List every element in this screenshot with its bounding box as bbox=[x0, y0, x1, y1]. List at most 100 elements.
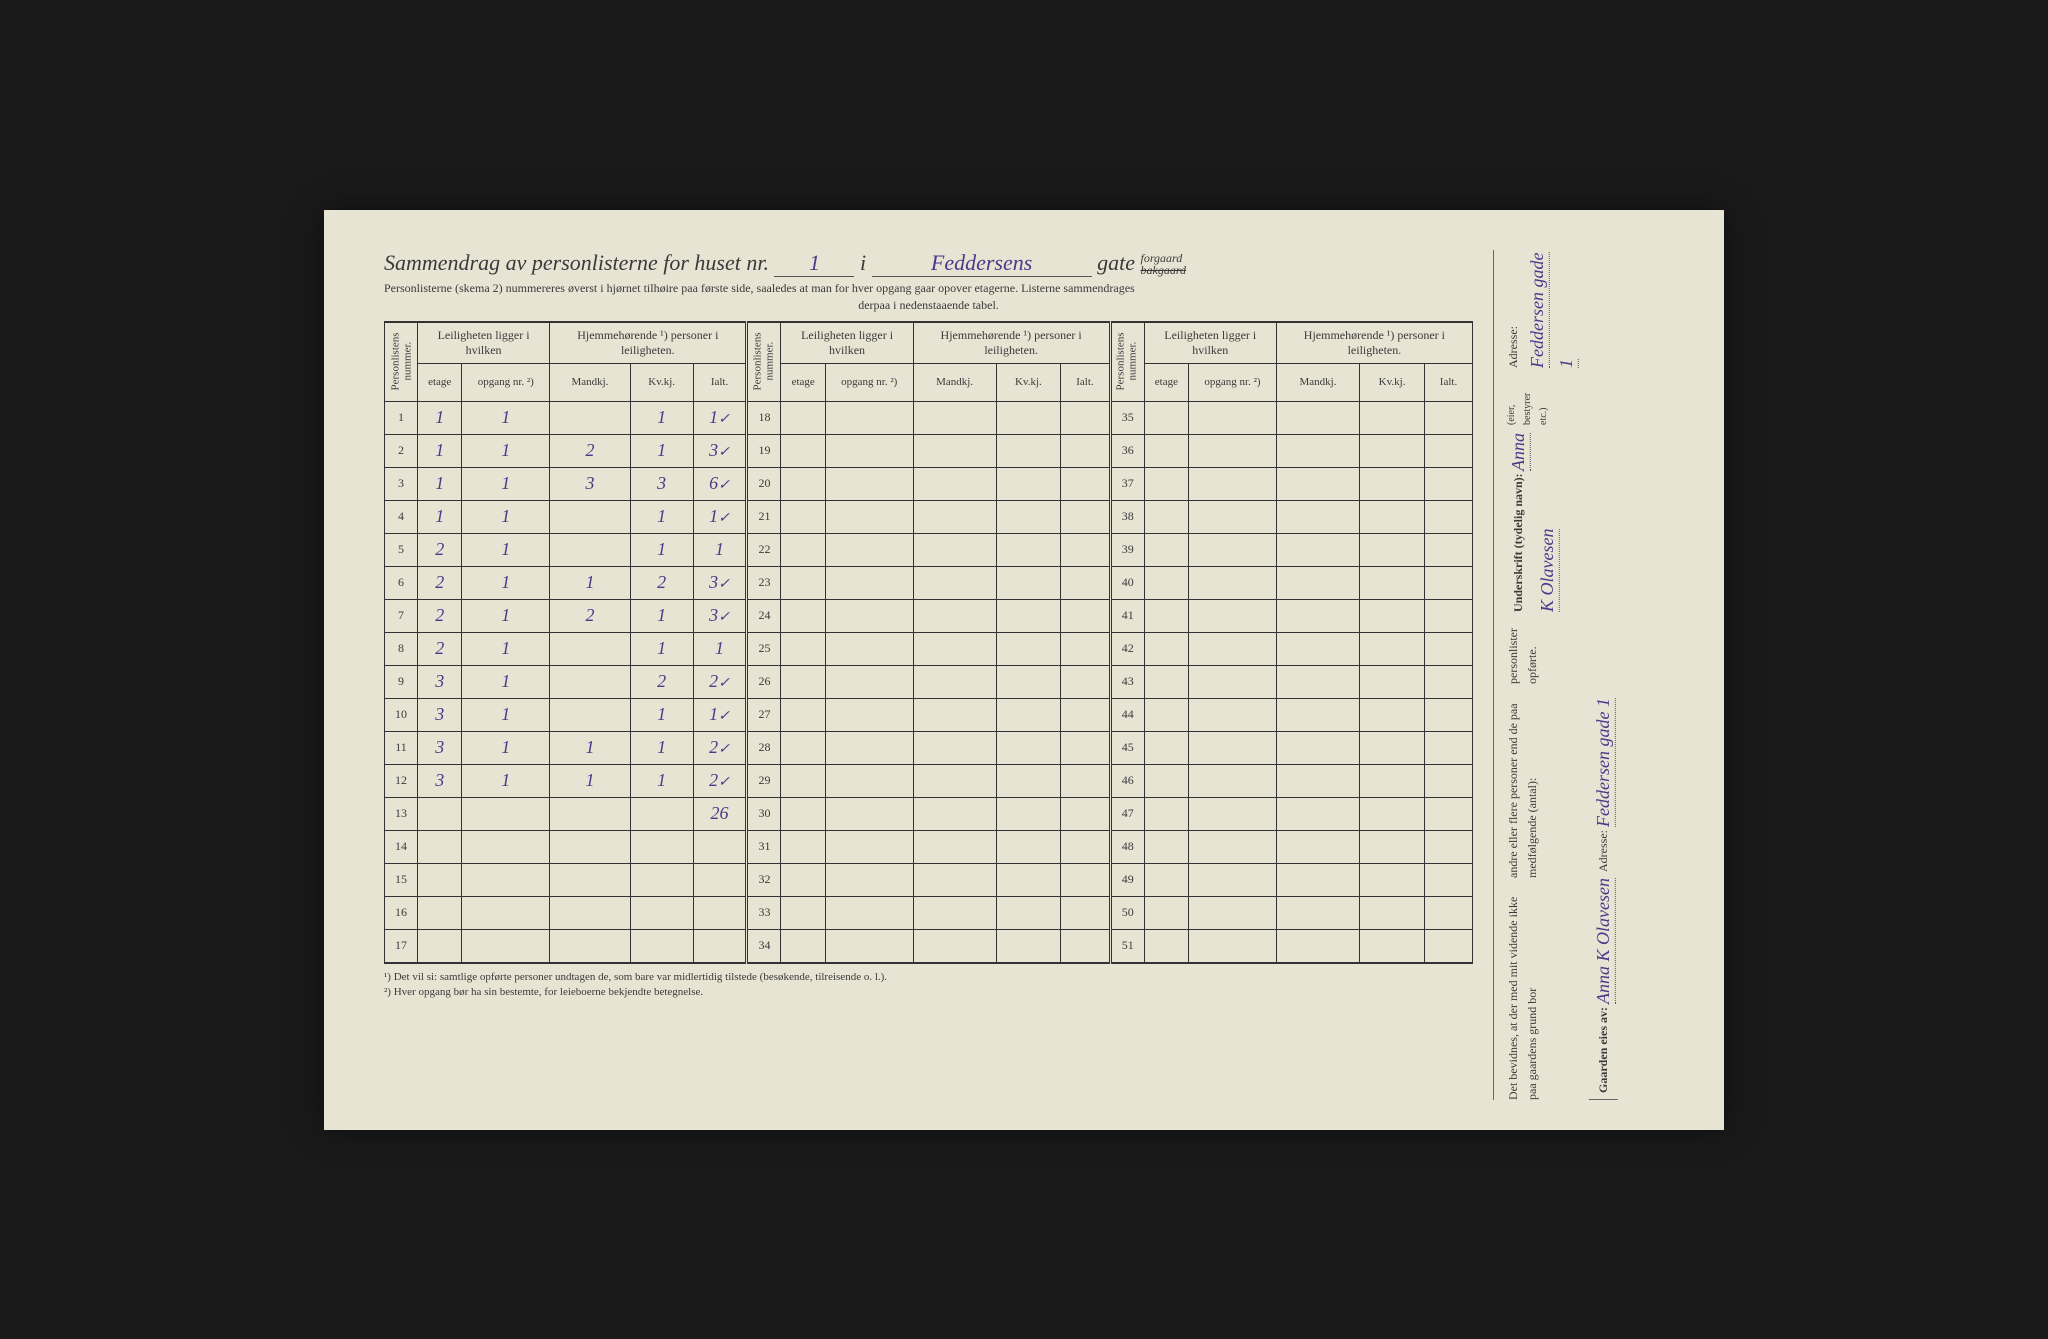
cell-etage bbox=[418, 929, 462, 963]
col-ialt-1: Ialt. bbox=[693, 364, 747, 401]
document-page: Sammendrag av personlisterne for huset n… bbox=[324, 210, 1724, 1130]
cell-mandkj bbox=[550, 500, 631, 533]
cell-empty bbox=[1144, 632, 1188, 665]
cell-opgang: 1 bbox=[462, 632, 550, 665]
row-num: 34 bbox=[747, 929, 781, 963]
cell-empty bbox=[825, 401, 913, 434]
cell-empty bbox=[996, 830, 1061, 863]
cell-empty bbox=[913, 665, 996, 698]
cell-ialt: 3✓ bbox=[693, 434, 747, 467]
cell-empty bbox=[1144, 731, 1188, 764]
cell-empty bbox=[1189, 698, 1277, 731]
cell-kvkj: 1 bbox=[630, 599, 693, 632]
cell-empty bbox=[1360, 632, 1425, 665]
cell-kvkj: 1 bbox=[630, 533, 693, 566]
row-num: 12 bbox=[385, 764, 418, 797]
cell-empty bbox=[1061, 929, 1111, 963]
cell-empty bbox=[781, 929, 825, 963]
col-leiligheten-1: Leiligheten ligger i hvilken bbox=[418, 322, 550, 364]
cell-empty bbox=[1189, 863, 1277, 896]
gate-label: gate bbox=[1097, 250, 1135, 275]
cell-empty bbox=[825, 764, 913, 797]
cell-empty bbox=[996, 863, 1061, 896]
cell-empty bbox=[1360, 731, 1425, 764]
cell-empty bbox=[1061, 500, 1111, 533]
cell-empty bbox=[1144, 401, 1188, 434]
footnote-2: ²) Hver opgang bør ha sin bestemte, for … bbox=[384, 985, 1473, 1000]
cell-empty bbox=[781, 896, 825, 929]
col-kvkj-3: Kv.kj. bbox=[1360, 364, 1425, 401]
cell-mandkj bbox=[550, 896, 631, 929]
cell-empty bbox=[1424, 599, 1472, 632]
title: Sammendrag av personlisterne for huset n… bbox=[384, 250, 1473, 277]
cell-mandkj bbox=[550, 665, 631, 698]
cell-empty bbox=[913, 764, 996, 797]
adresse2-label: Adresse: bbox=[1596, 830, 1610, 872]
cell-etage: 2 bbox=[418, 632, 462, 665]
cell-kvkj: 2 bbox=[630, 665, 693, 698]
row-num: 19 bbox=[747, 434, 781, 467]
cell-etage: 1 bbox=[418, 434, 462, 467]
cell-empty bbox=[1061, 665, 1111, 698]
cell-empty bbox=[1144, 896, 1188, 929]
cell-empty bbox=[825, 797, 913, 830]
cell-empty bbox=[913, 533, 996, 566]
row-num: 36 bbox=[1110, 434, 1144, 467]
row-num: 47 bbox=[1110, 797, 1144, 830]
cell-empty bbox=[1189, 929, 1277, 963]
cell-empty bbox=[1061, 401, 1111, 434]
table-row: 1231112✓2946 bbox=[385, 764, 1473, 797]
cell-empty bbox=[1360, 863, 1425, 896]
cell-empty bbox=[1144, 698, 1188, 731]
row-num: 22 bbox=[747, 533, 781, 566]
cell-kvkj bbox=[630, 896, 693, 929]
row-num: 2 bbox=[385, 434, 418, 467]
row-num: 21 bbox=[747, 500, 781, 533]
cell-empty bbox=[1360, 566, 1425, 599]
cell-empty bbox=[996, 566, 1061, 599]
col-mandkj-3: Mandkj. bbox=[1276, 364, 1359, 401]
cell-mandkj bbox=[550, 863, 631, 896]
cell-empty bbox=[1189, 764, 1277, 797]
cell-mandkj: 1 bbox=[550, 731, 631, 764]
cell-empty bbox=[1360, 401, 1425, 434]
row-num: 10 bbox=[385, 698, 418, 731]
cell-ialt: 3✓ bbox=[693, 566, 747, 599]
table-row: 521112239 bbox=[385, 533, 1473, 566]
cell-empty bbox=[1061, 863, 1111, 896]
cell-empty bbox=[1189, 632, 1277, 665]
title-conj: i bbox=[860, 250, 866, 275]
row-num: 1 bbox=[385, 401, 418, 434]
cell-empty bbox=[1061, 434, 1111, 467]
cell-mandkj: 2 bbox=[550, 599, 631, 632]
cell-empty bbox=[1276, 863, 1359, 896]
col-ialt-2: Ialt. bbox=[1061, 364, 1111, 401]
main-content: Sammendrag av personlisterne for huset n… bbox=[384, 250, 1473, 1100]
cell-empty bbox=[1360, 500, 1425, 533]
cell-empty bbox=[1189, 467, 1277, 500]
cell-empty bbox=[1276, 797, 1359, 830]
row-num: 46 bbox=[1110, 764, 1144, 797]
cell-empty bbox=[1189, 896, 1277, 929]
cell-empty bbox=[1276, 533, 1359, 566]
cell-empty bbox=[913, 929, 996, 963]
table-row: 173451 bbox=[385, 929, 1473, 963]
cell-empty bbox=[1144, 665, 1188, 698]
cell-empty bbox=[825, 434, 913, 467]
cell-empty bbox=[1424, 896, 1472, 929]
cell-empty bbox=[1189, 830, 1277, 863]
cell-empty bbox=[781, 797, 825, 830]
cell-empty bbox=[913, 698, 996, 731]
house-number: 1 bbox=[774, 250, 854, 277]
cell-empty bbox=[825, 830, 913, 863]
cell-ialt: 2✓ bbox=[693, 731, 747, 764]
bevidnes-3: personlister opførte. bbox=[1506, 627, 1539, 683]
cell-kvkj: 1 bbox=[630, 434, 693, 467]
cell-empty bbox=[1189, 599, 1277, 632]
col-opgang-3: opgang nr. ²) bbox=[1189, 364, 1277, 401]
cell-empty bbox=[996, 665, 1061, 698]
cell-empty bbox=[1424, 863, 1472, 896]
cell-empty bbox=[825, 566, 913, 599]
cell-ialt: 26 bbox=[693, 797, 747, 830]
table-row: 311336✓2037 bbox=[385, 467, 1473, 500]
